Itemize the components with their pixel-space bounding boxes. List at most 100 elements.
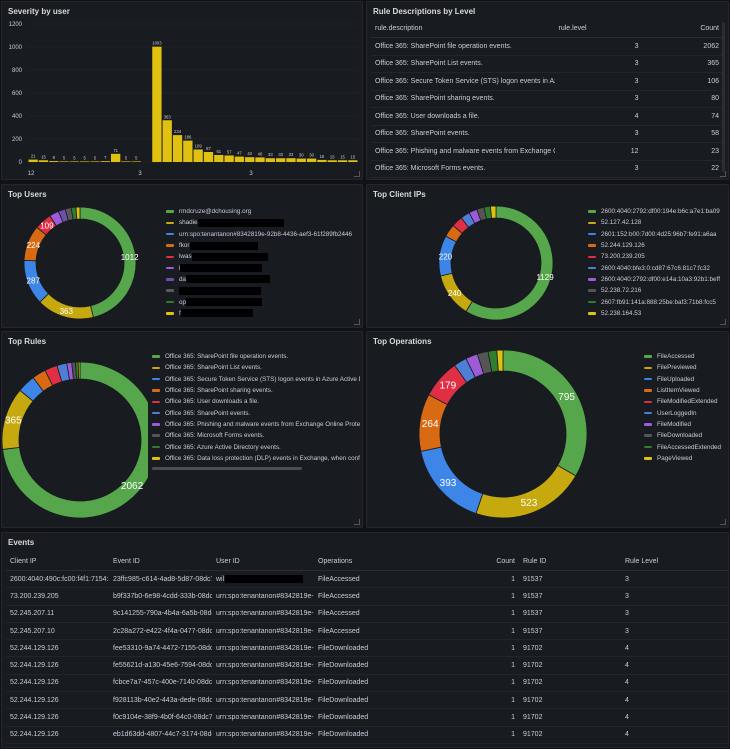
pie-slice[interactable] — [79, 206, 137, 318]
legend-item[interactable]: Office 365: Phishing and malware events … — [152, 419, 360, 430]
legend-item[interactable]: f — [166, 308, 356, 319]
resize-handle[interactable] — [720, 171, 726, 177]
legend-item[interactable]: l — [166, 262, 356, 273]
bar[interactable] — [49, 161, 59, 162]
bar[interactable] — [111, 153, 121, 162]
bar[interactable] — [59, 161, 69, 162]
bar[interactable] — [224, 155, 234, 162]
legend-item[interactable]: 2600:4040:bfe3:0:cd87:67c6:81c7:fc32 — [588, 262, 726, 273]
table-row[interactable]: 73.200.239.205 b9f337b0-6e98-4cdd-333b-08… — [6, 587, 728, 606]
table-row[interactable]: 52.244.129.126 fcbce7a7-457c-400e-7140-08… — [6, 674, 728, 693]
legend-item[interactable]: Office 365: Data loss protection (DLP) e… — [152, 453, 360, 464]
legend-item[interactable]: 2607:fb91:141a:888:25be:baf3:71b8:fcc5 — [588, 296, 726, 307]
legend-item[interactable]: da — [166, 274, 356, 285]
bar[interactable] — [234, 156, 245, 162]
bar[interactable] — [90, 161, 100, 162]
pie-slice[interactable] — [77, 361, 81, 380]
table-row[interactable]: 52.244.129.126 fe55621d-a130-45e6-7594-08… — [6, 656, 728, 675]
pie-slice[interactable] — [465, 205, 554, 321]
legend-item[interactable]: 52.244.129.126 — [588, 240, 726, 251]
bar[interactable] — [100, 161, 110, 162]
bar[interactable] — [327, 160, 337, 162]
legend-item[interactable]: FileAccessedExtended — [644, 441, 726, 452]
table-row[interactable]: 52.244.129.126 fee53310-9a74-4472-7155-08… — [6, 639, 728, 658]
legend-item[interactable]: Office 365: SharePoint sharing events. — [152, 385, 360, 396]
bar[interactable] — [306, 158, 317, 162]
table-row[interactable]: Office 365: Microsoft Forms events. 3 22 — [371, 160, 723, 178]
legend-item[interactable]: UserLoggedIn — [644, 407, 726, 418]
table-row[interactable]: Office 365: SharePoint List events. 3 365 — [371, 55, 723, 73]
table-row[interactable]: Office 365: Secure Token Service (STS) l… — [371, 72, 723, 91]
bar[interactable] — [172, 135, 183, 162]
legend-item[interactable]: 2600:4040:2792:df00:194e:b6c:a7e1:ba09 — [588, 206, 726, 217]
bar[interactable] — [80, 161, 90, 162]
bar[interactable] — [286, 158, 296, 162]
legend-item[interactable] — [166, 285, 356, 296]
column-header[interactable]: Client IP — [6, 553, 109, 571]
pie-slice[interactable] — [489, 205, 497, 219]
bar[interactable] — [296, 158, 306, 162]
legend-item[interactable]: 2600:4040:2792:df00:e14a:10a3:92b1:beff — [588, 274, 726, 285]
legend-item[interactable]: rmdcruze@dchousing.org — [166, 206, 356, 217]
legend-item[interactable]: fkor — [166, 240, 356, 251]
legend-item[interactable]: shadie — [166, 217, 356, 228]
table-row[interactable]: Office 365: SharePoint file operation ev… — [371, 37, 723, 56]
bar[interactable] — [193, 149, 203, 162]
pie-slice[interactable] — [502, 349, 588, 477]
bar[interactable] — [183, 140, 193, 162]
bar[interactable] — [28, 159, 38, 162]
bar[interactable] — [131, 161, 141, 162]
legend-item[interactable]: FileUploaded — [644, 374, 726, 385]
resize-handle[interactable] — [354, 519, 360, 525]
resize-handle[interactable] — [354, 319, 360, 325]
column-header[interactable]: Operations — [314, 553, 469, 571]
column-header[interactable]: Count — [642, 20, 723, 38]
legend-item[interactable]: 52.238.164.53 — [588, 308, 726, 319]
bar[interactable] — [152, 46, 162, 162]
column-header[interactable]: rule.level — [554, 20, 643, 38]
bar[interactable] — [214, 154, 224, 162]
table-row[interactable]: Office 365: Phishing and malware events … — [371, 142, 723, 161]
legend-item[interactable]: 52.127.42.128 — [588, 217, 726, 228]
bar[interactable] — [276, 158, 286, 162]
column-header[interactable]: User ID — [212, 553, 314, 571]
legend-item[interactable]: lwas — [166, 251, 356, 262]
legend-item[interactable]: FileDownloaded — [644, 430, 726, 441]
resize-handle[interactable] — [720, 519, 726, 525]
legend-item[interactable]: FileModified — [644, 419, 726, 430]
bar[interactable] — [121, 161, 131, 162]
bar[interactable] — [348, 160, 358, 162]
resize-handle[interactable] — [354, 171, 360, 177]
legend-item[interactable]: FileModifiedExtended — [644, 396, 726, 407]
legend-item[interactable]: ListItemViewed — [644, 385, 726, 396]
legend-item[interactable]: FileAccessed — [644, 351, 726, 362]
table-row[interactable]: 52.244.129.126 f0c9104e-38f9-4b0f-64c0-08… — [6, 708, 728, 727]
table-row[interactable]: Office 365: User downloads a file. 4 74 — [371, 107, 723, 126]
pie-slice[interactable] — [75, 206, 81, 220]
legend-item[interactable]: Office 365: Azure Active Directory event… — [152, 441, 360, 452]
table-row[interactable]: 2600:4040:490c:fc00:f4f1:7154:3b5d:9c8a 2… — [6, 570, 728, 589]
legend-item[interactable]: Office 365: Secure Token Service (STS) l… — [152, 374, 360, 385]
table-row[interactable]: 52.245.207.11 9c141255-790a-4b4a-6a5b-08d… — [6, 605, 728, 623]
legend-item[interactable]: 52.238.72.216 — [588, 285, 726, 296]
bar[interactable] — [69, 161, 80, 162]
legend-item[interactable]: PageViewed — [644, 453, 726, 464]
legend-item[interactable]: Office 365: SharePoint file operation ev… — [152, 351, 360, 362]
column-header[interactable]: Rule ID — [519, 553, 621, 571]
table-row[interactable]: Office 365: SharePoint sharing events. 3 8… — [371, 90, 723, 108]
column-header[interactable]: rule.description — [371, 20, 555, 38]
bar[interactable] — [317, 159, 327, 162]
resize-handle[interactable] — [720, 319, 726, 325]
bar[interactable] — [337, 160, 348, 162]
bar[interactable] — [245, 157, 255, 162]
bar[interactable] — [38, 160, 49, 162]
table-row[interactable]: Office 365: SharePoint events. 3 58 — [371, 125, 723, 143]
table-row[interactable]: 52.245.207.10 2c28a272-e422-4f4a-0477-08d… — [6, 622, 728, 641]
column-header[interactable]: Rule Level — [621, 553, 728, 571]
pie-slice[interactable] — [475, 464, 577, 519]
legend-item[interactable]: FilePreviewed — [644, 362, 726, 373]
legend-scrollbar[interactable] — [152, 467, 302, 470]
legend-item[interactable]: op — [166, 296, 356, 307]
table-scrollbar[interactable] — [722, 22, 725, 172]
legend-item[interactable]: Office 365: User downloads a file. — [152, 396, 360, 407]
